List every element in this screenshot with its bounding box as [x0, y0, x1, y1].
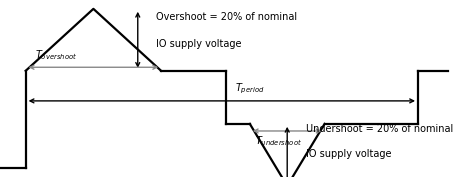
- Text: $T_{undershoot}$: $T_{undershoot}$: [255, 135, 302, 148]
- Text: IO supply voltage: IO supply voltage: [306, 149, 391, 159]
- Text: $T_{overshoot}$: $T_{overshoot}$: [35, 48, 78, 62]
- Text: Overshoot = 20% of nominal: Overshoot = 20% of nominal: [156, 12, 297, 22]
- Text: $T_{period}$: $T_{period}$: [235, 81, 265, 96]
- Text: IO supply voltage: IO supply voltage: [156, 39, 242, 49]
- Text: Undershoot = 20% of nominal: Undershoot = 20% of nominal: [306, 124, 453, 134]
